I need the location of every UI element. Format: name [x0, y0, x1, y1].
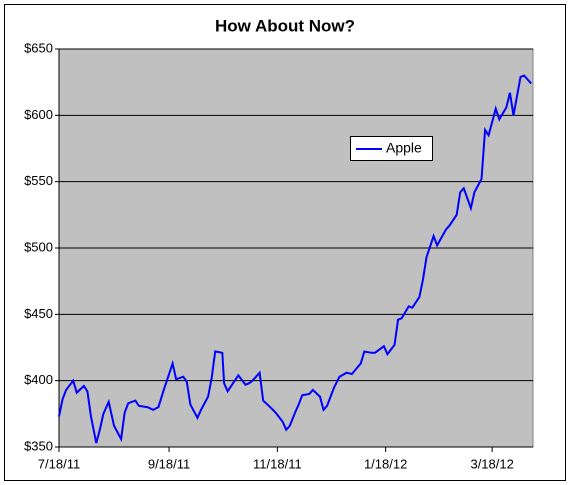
y-tick-label: $450	[24, 306, 53, 321]
chart-title: How About Now?	[215, 16, 355, 35]
legend-label: Apple	[386, 140, 422, 156]
x-tick-label: 3/18/12	[470, 456, 513, 471]
y-tick-label: $500	[24, 239, 53, 254]
line	[58, 74, 532, 444]
y-tick-label: $350	[24, 438, 53, 453]
y-tick-label: $600	[24, 107, 53, 122]
y-tick-label: $650	[24, 40, 53, 55]
x-tick-label: 9/18/11	[148, 456, 190, 471]
x-tick-label: 1/18/12	[364, 456, 407, 471]
y-tick-label: $400	[24, 372, 53, 387]
x-tick-label: 7/18/11	[38, 456, 80, 471]
y-tick-label: $550	[24, 173, 53, 188]
x-tick-label: 11/18/11	[253, 456, 302, 471]
